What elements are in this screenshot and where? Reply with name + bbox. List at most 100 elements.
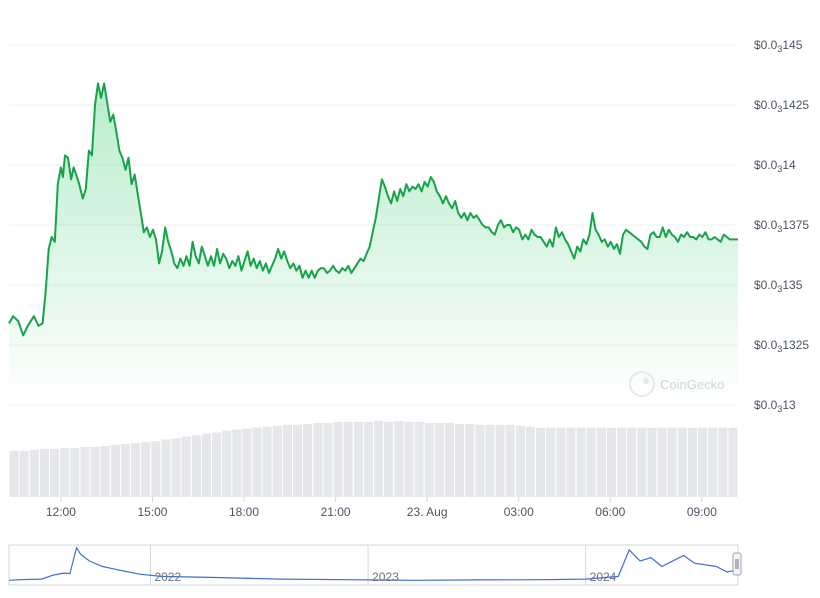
x-tick-label: 12:00 xyxy=(46,505,76,519)
x-tick-label: 21:00 xyxy=(321,505,351,519)
volume-bar xyxy=(151,441,161,497)
volume-bar xyxy=(606,427,616,497)
volume-bar xyxy=(495,424,505,497)
volume-bar xyxy=(29,449,39,497)
volume-bar xyxy=(110,445,120,497)
volume-bar xyxy=(576,427,586,497)
volume-bar xyxy=(120,444,130,497)
volume-bar xyxy=(252,427,262,497)
volume-bar xyxy=(667,427,677,497)
volume-bar xyxy=(728,427,738,497)
volume-bar xyxy=(586,427,596,497)
y-axis: $0.03145 $0.031425 $0.0314 $0.031375 $0.0313… xyxy=(754,38,809,414)
navigator-year-lines xyxy=(149,545,587,585)
volume-bar xyxy=(374,421,384,497)
volume-bar xyxy=(242,428,252,497)
volume-bar xyxy=(141,442,151,497)
year-label: 2022 xyxy=(154,570,181,584)
volume-bar xyxy=(444,422,454,497)
volume-bar xyxy=(222,430,232,497)
navigator-year-labels: 2022 2023 2024 xyxy=(154,570,616,584)
volume-bar xyxy=(718,427,728,497)
volume-bar xyxy=(394,421,404,497)
volume-bar xyxy=(475,424,485,497)
volume-bar xyxy=(161,439,171,497)
x-tick-label: 15:00 xyxy=(137,505,167,519)
coingecko-watermark: CoinGecko xyxy=(629,371,724,397)
volume-bar xyxy=(617,427,627,497)
volume-bar xyxy=(201,433,211,497)
x-tick-label: 23. Aug xyxy=(407,505,448,519)
y-tick-label: $0.0313 xyxy=(754,398,796,414)
x-axis: 12:00 15:00 18:00 21:00 23. Aug 03:00 06:00 09:… xyxy=(46,497,717,519)
y-tick-label: $0.03135 xyxy=(754,278,803,294)
volume-bar xyxy=(525,426,535,497)
coingecko-logo-icon xyxy=(629,371,655,397)
volume-bar xyxy=(515,425,525,497)
volume-bar xyxy=(465,423,475,498)
volume-bar xyxy=(60,447,70,497)
volume-bar xyxy=(556,427,566,497)
volume-bar xyxy=(100,446,110,497)
y-tick-label: $0.031375 xyxy=(754,218,809,234)
year-label: 2024 xyxy=(590,570,617,584)
watermark-text: CoinGecko xyxy=(660,377,724,392)
volume-bar xyxy=(293,424,303,497)
volume-bar xyxy=(212,432,222,497)
volume-bar xyxy=(232,429,242,497)
volume-bar xyxy=(627,427,637,497)
volume-bar xyxy=(657,427,667,497)
volume-bar xyxy=(181,436,191,497)
navigator-line xyxy=(8,546,739,581)
volume-bar xyxy=(434,422,444,497)
x-tick-label: 18:00 xyxy=(229,505,259,519)
volume-bar xyxy=(272,425,282,497)
y-tick-label: $0.031325 xyxy=(754,338,809,354)
volume-bar xyxy=(404,421,414,497)
volume-bar xyxy=(171,438,181,497)
volume-bar xyxy=(687,427,697,497)
volume-bar xyxy=(708,427,718,497)
volume-bar xyxy=(505,424,515,497)
volume-bars xyxy=(9,421,738,498)
x-tick-label: 06:00 xyxy=(595,505,625,519)
volume-bar xyxy=(90,446,100,497)
volume-bar xyxy=(596,427,606,497)
volume-bar xyxy=(353,421,363,497)
x-tick-label: 03:00 xyxy=(504,505,534,519)
volume-bar xyxy=(677,427,687,497)
y-tick-label: $0.03145 xyxy=(754,38,803,54)
volume-bar xyxy=(19,450,29,497)
volume-bar xyxy=(282,424,292,497)
price-area xyxy=(9,83,738,406)
volume-bar xyxy=(70,447,80,497)
coingecko-logo-eye xyxy=(643,378,649,384)
volume-bar xyxy=(333,421,343,497)
navigator-handle[interactable] xyxy=(732,552,742,576)
volume-bar xyxy=(80,446,90,497)
volume-bar xyxy=(343,421,353,497)
volume-bar xyxy=(131,443,141,497)
volume-bar xyxy=(647,427,657,497)
volume-bar xyxy=(546,427,556,497)
volume-bar xyxy=(9,450,19,497)
volume-bar xyxy=(414,421,424,497)
year-label: 2023 xyxy=(372,570,399,584)
volume-bar xyxy=(323,422,333,497)
volume-bar xyxy=(536,427,546,497)
x-tick-label: 09:00 xyxy=(687,505,717,519)
volume-bar xyxy=(485,424,495,497)
volume-bar xyxy=(363,421,373,497)
range-navigator[interactable]: 2022 2023 2024 xyxy=(8,544,742,586)
volume-bar xyxy=(50,448,60,497)
navigator-frame xyxy=(8,544,739,586)
volume-bar xyxy=(191,435,201,497)
y-tick-label: $0.031425 xyxy=(754,98,809,114)
volume-bar xyxy=(698,427,708,497)
volume-bar xyxy=(39,448,49,497)
volume-bar xyxy=(566,427,576,497)
volume-bar xyxy=(424,422,434,497)
volume-bar xyxy=(313,422,323,497)
volume-bar xyxy=(262,426,272,497)
